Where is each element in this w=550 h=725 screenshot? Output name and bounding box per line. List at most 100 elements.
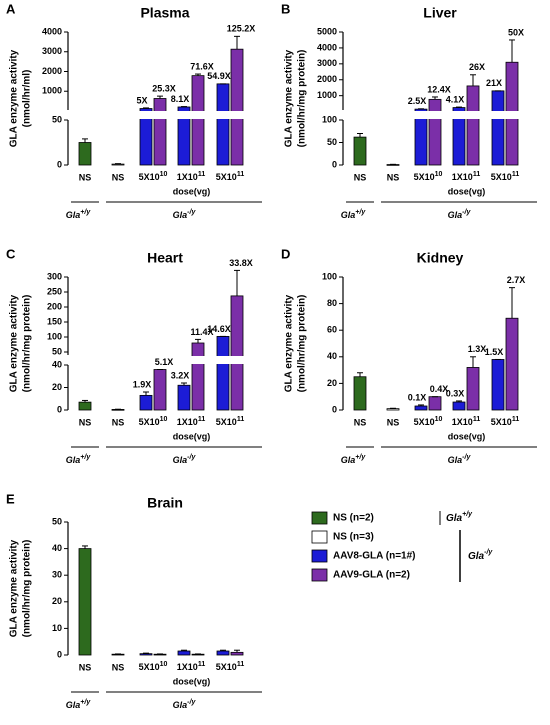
legend-label: AAV8-GLA (n=1#) [333,551,416,562]
y-tick-label: 2000 [317,74,337,84]
x-tick-label-base: 5X10 [216,172,237,182]
x-tick-label-sup: 11 [473,416,481,423]
x-tick-label-base: 5X10 [216,662,237,672]
bar [428,98,442,166]
x-tick-label: NS [354,417,367,427]
group-label: Gla+/y [66,209,92,221]
y-tick-label: 100 [47,331,62,341]
bar [216,650,230,656]
group-label: Gla-/y [448,454,472,466]
x-tick-label: NS [112,662,125,672]
group-label-base: Gla [341,210,356,220]
y-tick-label: 5000 [317,26,337,36]
y-tick-label: 30 [52,570,62,580]
group-label-base: Gla [66,210,81,220]
group-label-sup: +/y [355,209,366,216]
x-tick-label-sup: 11 [237,661,245,668]
annotation: 1.3X [468,344,487,354]
y-tick-label: 1000 [317,90,337,100]
group-label: Gla+/y [341,209,367,221]
x-tick-label-base: 5X10 [491,417,512,427]
y-tick-label: 4000 [317,42,337,52]
annotation: 5.1X [155,357,174,367]
bar [153,369,167,411]
legend-group-label-base: Gla [446,513,463,524]
annotation: 8.1X [171,94,190,104]
annotation: 12.4X [427,84,451,94]
chart-title: Heart [147,250,183,266]
y-tick-label: 40 [52,543,62,553]
x-tick-label-base: 1X10 [177,417,198,427]
y-tick-label: 50 [327,137,337,147]
y-tick-label: 20 [327,378,337,388]
y-axis-label: GLA enzyme activity [9,49,20,147]
x-axis-label: dose(vg) [448,186,486,196]
x-tick-label: NS [79,662,92,672]
x-tick-label: 1X1011 [177,661,206,673]
x-tick-label-sup: 10 [435,416,443,423]
y-tick-label: 50 [52,346,62,356]
y-tick-label: 40 [327,351,337,361]
bar [216,335,230,411]
annotation: 71.6X [190,61,214,71]
bar [505,317,519,411]
y-tick-label: 3000 [317,58,337,68]
x-tick-label: 5X1010 [414,171,443,183]
annotation: 33.8X [229,258,253,268]
x-tick-label-sup: 11 [198,661,206,668]
y-tick-label: 0 [57,649,62,659]
y-axis-label: GLA enzyme activity [9,539,20,637]
group-label: Gla-/y [173,699,197,711]
annotation: 0.3X [446,388,465,398]
x-tick-label-base: 5X10 [139,417,160,427]
annotation: 4.1X [446,94,465,104]
legend-swatch [311,530,328,544]
bar [177,650,191,656]
x-tick-label: 5X1011 [216,661,245,673]
group-label-sup: +/y [355,454,366,461]
annotation: 0.1X [408,392,427,402]
annotation: 1.5X [485,347,504,357]
x-tick-label: NS [79,417,92,427]
x-tick-label-base: 1X10 [177,172,198,182]
legend-swatch [311,511,328,525]
x-tick-label-base: 5X10 [216,417,237,427]
panel-letter: E [6,491,15,506]
bar [177,384,191,411]
axis-break [337,111,539,119]
y-tick-label: 250 [47,286,62,296]
panel-letter: A [6,1,16,16]
chart-title: Kidney [417,250,464,266]
group-label-sup: +/y [80,209,91,216]
y-tick-label: 60 [327,325,337,335]
x-tick-label-sup: 11 [512,171,520,178]
annotation: 11.4X [190,327,213,337]
annotation: 54.9X [207,71,231,81]
bar [191,75,205,166]
annotation: 1.9X [133,379,152,389]
bar [353,376,367,411]
axis-break [62,356,264,364]
y-axis-label: (nmol/hr/ml) [22,70,33,128]
x-tick-label-base: 5X10 [414,172,435,182]
x-tick-label: 1X1011 [452,171,481,183]
group-label-base: Gla [66,700,81,710]
bar [111,163,125,166]
group-label-base: Gla [448,210,463,220]
x-tick-label: 5X1010 [414,416,443,428]
x-axis-label: dose(vg) [448,431,486,441]
legend-group-label: Gla+/y [446,511,473,524]
x-tick-label-base: 5X10 [139,172,160,182]
group-label-base: Gla [173,455,188,465]
annotation: 3.2X [171,370,190,380]
annotation: 2.5X [408,96,427,106]
group-label: Gla+/y [341,454,367,466]
legend-label: NS (n=3) [333,532,374,543]
y-tick-label: 20 [52,382,62,392]
y-tick-label: 100 [322,114,337,124]
group-label-sup: -/y [462,209,471,216]
y-tick-label: 150 [47,316,62,326]
x-tick-label-sup: 10 [435,171,443,178]
x-axis-label: dose(vg) [173,186,211,196]
